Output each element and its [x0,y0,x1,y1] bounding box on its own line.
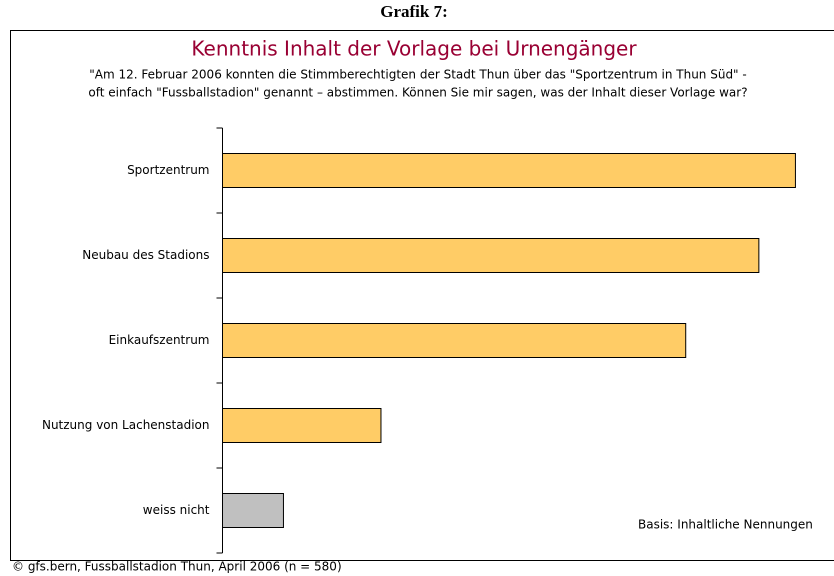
y-tick-label: Neubau des Stadions [82,248,209,262]
y-tick-label: Sportzentrum [127,163,209,177]
y-tick-label: Nutzung von Lachenstadion [42,418,210,432]
source: © gfs.bern, Fussballstadion Thun, April … [12,560,342,574]
subtitle: oft einfach "Fussballstadion" genannt – … [88,86,747,100]
bar [222,323,687,358]
y-tick-label: Einkaufszentrum [109,333,210,347]
y-tick-label: weiss nicht [143,503,210,517]
bar [222,153,796,188]
frame [10,30,834,561]
heading: Grafik 7: [380,2,448,21]
annotation: Basis: Inhaltliche Nennungen [638,518,813,532]
subtitle: "Am 12. Februar 2006 konnten die Stimmbe… [89,68,746,82]
bar [222,238,760,273]
bar [222,408,382,443]
bar [222,493,284,528]
chart-title: Kenntnis Inhalt der Vorlage bei Urnengän… [191,37,637,61]
